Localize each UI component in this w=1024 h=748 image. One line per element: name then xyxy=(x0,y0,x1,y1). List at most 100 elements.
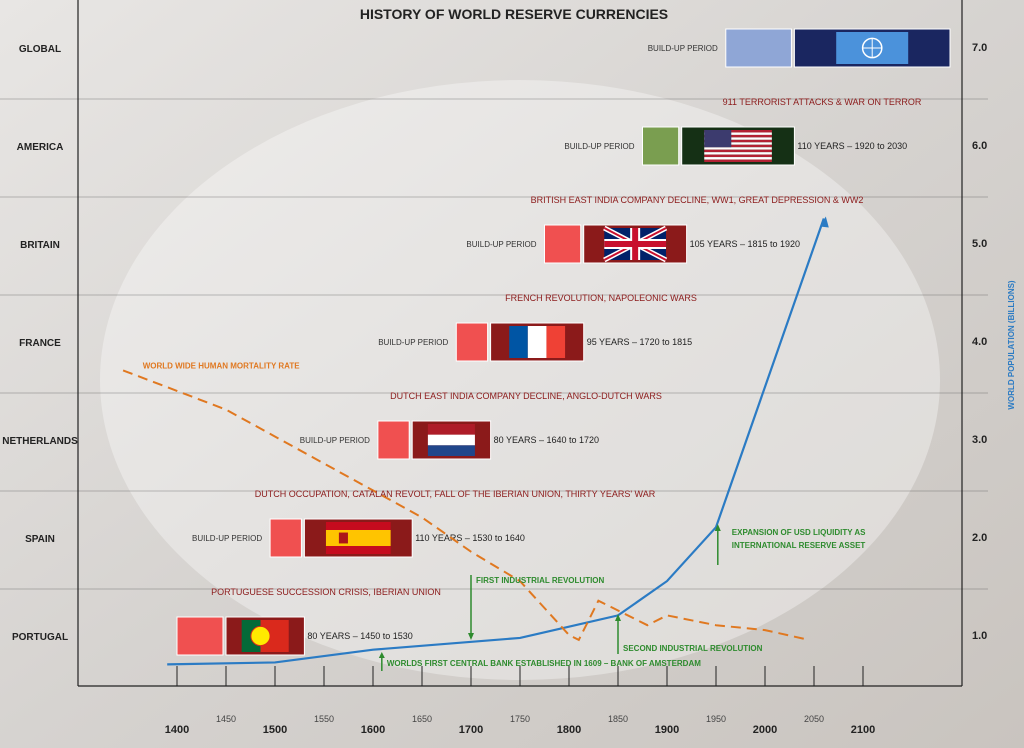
flag-stripe xyxy=(509,326,528,358)
flag-stripe xyxy=(704,130,772,133)
y-tick-label: 1.0 xyxy=(972,630,987,642)
x-tick-label: 1700 xyxy=(459,724,483,736)
flag-stripe xyxy=(527,326,547,358)
flag-stripe xyxy=(704,152,772,155)
x-tick-label: 1400 xyxy=(165,724,189,736)
row-spain: SPAIN BUILD-UP PERIOD 110 YEARS – 1530 to … xyxy=(25,518,525,558)
flag-stripe xyxy=(427,424,475,435)
buildup-label: BUILD-UP PERIOD xyxy=(378,338,448,347)
event-label: PORTUGUESE SUCCESSION CRISIS, IBERIAN UN… xyxy=(211,587,441,597)
x-tick-label: 2100 xyxy=(851,724,875,736)
period-label: 105 YEARS – 1815 to 1920 xyxy=(690,239,800,249)
buildup-label: BUILD-UP PERIOD xyxy=(192,534,262,543)
y-tick-label: 7.0 xyxy=(972,42,987,54)
flag-spain xyxy=(325,522,391,554)
event-label: BRITISH EAST INDIA COMPANY DECLINE, WW1,… xyxy=(531,195,864,205)
period-label: 80 YEARS – 1640 to 1720 xyxy=(494,435,599,445)
buildup-label: BUILD-UP PERIOD xyxy=(648,44,718,53)
flag-emblem xyxy=(250,625,271,647)
x-tick-label: 1600 xyxy=(361,724,385,736)
annotation-label: EXPANSION OF USD LIQUIDITY AS xyxy=(732,528,866,537)
y-tick-label: 4.0 xyxy=(972,336,987,348)
x-minor-tick-label: 1950 xyxy=(706,714,726,724)
buildup-bar xyxy=(176,616,224,656)
annotation-label: FIRST INDUSTRIAL REVOLUTION xyxy=(476,576,605,585)
series-lines: WORLD WIDE HUMAN MORTALITY RATE xyxy=(122,216,829,666)
row-america: AMERICA BUILD-UP PERIOD 110 YEARS – 1920 t… xyxy=(17,126,907,166)
event-label: FRENCH REVOLUTION, NAPOLEONIC WARS xyxy=(505,293,697,303)
flag-emblem xyxy=(338,532,348,544)
flag-france xyxy=(509,326,566,358)
row-label: NETHERLANDS xyxy=(2,436,78,447)
row-global: GLOBAL BUILD-UP PERIOD xyxy=(19,28,951,68)
x-tick-label: 1900 xyxy=(655,724,679,736)
flag-stripe xyxy=(704,139,772,143)
x-tick-label: 2000 xyxy=(753,724,777,736)
row-label: AMERICA xyxy=(17,142,64,153)
flag-netherlands xyxy=(427,424,475,456)
annotation-label: INTERNATIONAL RESERVE ASSET xyxy=(732,541,866,550)
currency-rows: PORTUGAL 80 YEARS – 1450 to 1530 SPAIN BUIL… xyxy=(2,28,951,656)
period-label: 110 YEARS – 1530 to 1640 xyxy=(415,533,525,543)
y-tick-label: 3.0 xyxy=(972,434,987,446)
flag-stripe xyxy=(704,144,772,148)
row-label: FRANCE xyxy=(19,338,61,349)
period-label: 80 YEARS – 1450 to 1530 xyxy=(307,631,412,641)
buildup-bar xyxy=(642,126,680,166)
annotation-arrowhead xyxy=(378,652,385,658)
flag-cross xyxy=(604,241,667,247)
flag-stripe xyxy=(704,154,772,158)
x-minor-tick-label: 1650 xyxy=(412,714,432,724)
x-minor-tick-label: 1450 xyxy=(216,714,236,724)
x-tick-label: 1800 xyxy=(557,724,581,736)
x-minor-tick-label: 1550 xyxy=(314,714,334,724)
flag-stripe xyxy=(704,157,772,160)
annotation-arrowhead xyxy=(468,633,474,640)
annotation-arrowhead xyxy=(714,524,721,531)
x-minor-tick-label: 1850 xyxy=(608,714,628,724)
flag-stripe xyxy=(325,530,391,546)
annotation-label: SECOND INDUSTRIAL REVOLUTION xyxy=(623,644,763,653)
row-label: SPAIN xyxy=(25,534,55,545)
buildup-bar xyxy=(544,224,582,264)
population-line xyxy=(167,218,825,666)
flag-portugal xyxy=(241,620,289,652)
row-france: FRANCE BUILD-UP PERIOD 95 YEARS – 1720 to … xyxy=(19,322,692,362)
flag-stripe xyxy=(704,137,772,140)
row-britain: BRITAIN BUILD-UP PERIOD 105 YEARS – 1815 t… xyxy=(20,224,800,264)
row-label: PORTUGAL xyxy=(12,632,68,643)
event-label: DUTCH OCCUPATION, CATALAN REVOLT, FALL O… xyxy=(255,489,656,499)
annotation-arrowhead xyxy=(615,614,621,621)
row-label: GLOBAL xyxy=(19,44,61,55)
chart-title: HISTORY OF WORLD RESERVE CURRENCIES xyxy=(360,6,668,22)
flag-britain xyxy=(603,225,668,263)
annotations: PORTUGUESE SUCCESSION CRISIS, IBERIAN UN… xyxy=(211,97,922,671)
buildup-bar xyxy=(269,518,302,558)
population-arrowhead xyxy=(819,216,829,228)
mortality-line xyxy=(122,369,810,642)
buildup-bar xyxy=(725,28,792,68)
flag-usa xyxy=(704,130,772,162)
flag-canton xyxy=(704,130,732,148)
x-tick-label: 1500 xyxy=(263,724,287,736)
period-label: 110 YEARS – 1920 to 2030 xyxy=(797,141,907,151)
x-minor-tick-label: 2050 xyxy=(804,714,824,724)
y-tick-label: 2.0 xyxy=(972,532,987,544)
flag-stripe xyxy=(427,445,475,456)
row-label: BRITAIN xyxy=(20,240,60,251)
buildup-bar xyxy=(455,322,489,362)
event-label: DUTCH EAST INDIA COMPANY DECLINE, ANGLO-… xyxy=(390,391,662,401)
flag-stripe xyxy=(704,149,772,153)
axes: 1400 1500 1600 1700 1800 1900 2000 2100 1450 1550… xyxy=(0,0,988,736)
buildup-label: BUILD-UP PERIOD xyxy=(300,436,370,445)
y-axis-label: WORLD POPULATION (BILLIONS) xyxy=(1007,280,1016,410)
row-portugal: PORTUGAL 80 YEARS – 1450 to 1530 xyxy=(12,616,413,656)
period-label: 95 YEARS – 1720 to 1815 xyxy=(587,337,692,347)
flag-stripe xyxy=(704,132,772,135)
y-tick-label: 5.0 xyxy=(972,238,987,250)
y-tick-label: 6.0 xyxy=(972,140,987,152)
event-label: 911 TERRORIST ATTACKS & WAR ON TERROR xyxy=(723,97,922,107)
row-netherlands: NETHERLANDS BUILD-UP PERIOD 80 YEARS – 164… xyxy=(2,420,599,460)
buildup-bar xyxy=(377,420,410,460)
